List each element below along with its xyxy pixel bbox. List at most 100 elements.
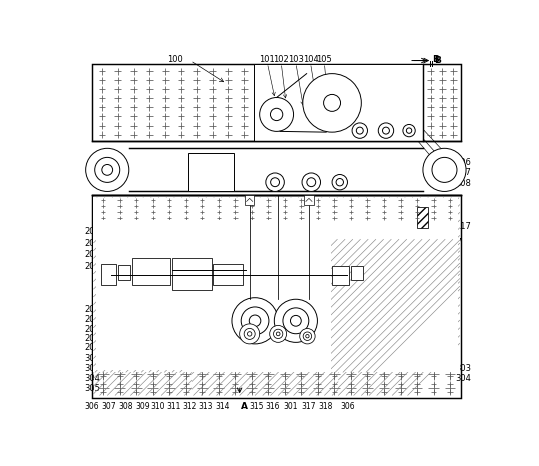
Bar [101,264,116,285]
Text: 103: 103 [288,55,304,63]
Bar [92,64,461,141]
Circle shape [383,127,389,134]
Text: 302: 302 [84,354,100,363]
Circle shape [406,128,412,133]
Circle shape [86,148,129,192]
Circle shape [249,315,261,327]
Circle shape [306,335,309,338]
Circle shape [102,164,113,175]
Text: 107: 107 [455,169,471,178]
Bar [213,264,243,285]
Bar [93,199,458,372]
Circle shape [273,329,283,338]
Text: 313: 313 [198,402,213,411]
Circle shape [432,158,457,182]
Circle shape [232,298,278,344]
Circle shape [277,332,280,336]
Circle shape [271,178,280,187]
Bar [172,258,212,290]
Text: 202: 202 [84,239,100,247]
Circle shape [403,124,415,137]
Text: 203: 203 [84,250,100,259]
Bar [245,195,254,205]
Circle shape [303,74,361,132]
Circle shape [332,174,348,190]
Text: B: B [434,56,441,65]
Text: 100: 100 [167,55,183,63]
Text: 213: 213 [334,227,349,236]
Text: B: B [432,55,439,63]
Text: 318: 318 [319,402,333,411]
Text: 308: 308 [119,402,133,411]
Text: 204: 204 [84,261,100,271]
Text: 305: 305 [84,384,100,393]
Circle shape [302,173,321,192]
Circle shape [274,299,317,343]
Text: 306: 306 [85,402,99,411]
Circle shape [323,95,341,111]
Circle shape [260,97,294,131]
Text: 303: 303 [455,364,471,373]
Text: A: A [285,198,292,208]
Circle shape [423,148,466,192]
Text: 217: 217 [238,213,253,222]
Text: 102: 102 [273,55,289,63]
Circle shape [247,332,252,336]
Circle shape [352,123,368,138]
Text: 311: 311 [166,402,181,411]
Bar [92,195,461,398]
Text: 317: 317 [302,402,316,411]
Text: 205: 205 [84,305,100,314]
Text: 312: 312 [182,402,197,411]
Text: 310: 310 [150,402,164,411]
Text: B: B [334,356,341,365]
Text: 209: 209 [84,343,100,352]
Text: 215: 215 [361,238,377,247]
Bar [96,220,330,370]
Bar [253,64,423,141]
Bar [132,259,170,285]
Circle shape [300,329,315,344]
Text: 315: 315 [250,402,264,411]
Text: 306: 306 [340,402,355,411]
Circle shape [270,325,287,343]
Text: 108: 108 [455,179,471,188]
Text: 117: 117 [455,222,471,231]
Circle shape [271,108,283,121]
Circle shape [266,173,285,192]
Circle shape [241,307,269,335]
Circle shape [291,315,301,326]
Bar [188,153,234,192]
Circle shape [378,123,393,138]
Circle shape [240,324,260,344]
Text: 211: 211 [238,235,253,244]
Circle shape [336,178,343,186]
Text: A: A [241,402,248,411]
Circle shape [307,178,316,187]
Bar [332,266,349,285]
Text: 217: 217 [446,238,462,247]
Circle shape [95,158,120,182]
Bar [305,195,314,205]
Text: 208: 208 [84,334,100,343]
Circle shape [283,308,309,334]
Bar [350,266,363,280]
Text: 309: 309 [135,402,150,411]
Text: 216: 216 [389,238,405,247]
Text: 101: 101 [259,55,275,63]
Bar [93,197,460,372]
Circle shape [244,329,255,339]
Circle shape [303,332,312,341]
Bar [118,265,130,280]
Text: 304: 304 [455,374,471,383]
Text: 304: 304 [84,374,100,383]
Text: 212: 212 [238,246,253,254]
Bar [417,207,427,228]
Text: 207: 207 [84,325,100,334]
Text: 307: 307 [101,402,116,411]
Text: 314: 314 [216,402,230,411]
Text: 301: 301 [283,402,298,411]
Text: 210: 210 [238,224,253,233]
Text: 201: 201 [84,227,100,236]
Text: 303: 303 [84,364,100,373]
